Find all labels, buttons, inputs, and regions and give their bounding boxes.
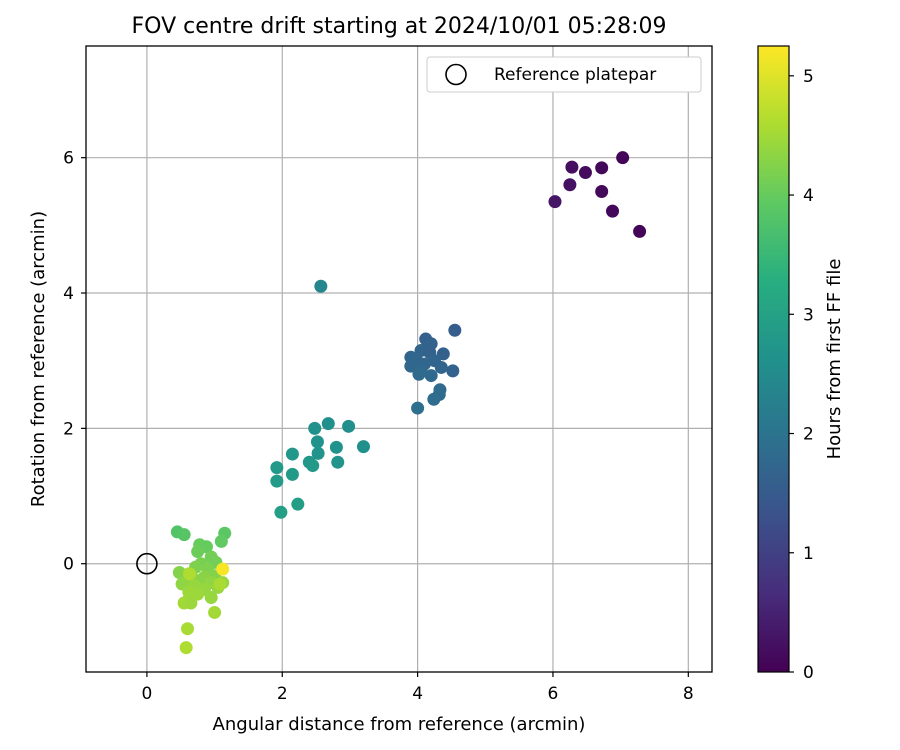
data-point bbox=[314, 279, 328, 293]
data-point bbox=[270, 474, 284, 488]
data-point bbox=[578, 166, 592, 180]
colorbar-ticks: 0 1 2 3 4 5 bbox=[789, 67, 814, 683]
data-point bbox=[181, 622, 195, 636]
colorbar-frame bbox=[757, 45, 790, 673]
data-point bbox=[213, 577, 227, 591]
data-point bbox=[285, 447, 299, 461]
y-axis-ticks: 0 2 4 6 bbox=[63, 149, 86, 575]
x-axis-label: Angular distance from reference (arcmin) bbox=[213, 714, 586, 735]
legend-box bbox=[426, 56, 702, 93]
data-point bbox=[311, 446, 325, 460]
data-point bbox=[310, 435, 324, 449]
colorbar-tick-label: 2 bbox=[803, 425, 814, 445]
legend-label: Reference platepar bbox=[494, 65, 656, 85]
data-point bbox=[183, 567, 197, 581]
x-tick-label: 2 bbox=[277, 684, 288, 704]
colorbar-tick-label: 1 bbox=[803, 544, 814, 564]
data-point bbox=[216, 562, 230, 576]
data-point bbox=[208, 605, 222, 619]
data-point bbox=[563, 178, 577, 192]
x-tick-label: 4 bbox=[412, 684, 423, 704]
legend: Reference platepar bbox=[426, 56, 702, 93]
data-point bbox=[291, 497, 305, 511]
data-point bbox=[321, 417, 335, 431]
data-point bbox=[616, 151, 630, 165]
data-point bbox=[595, 161, 609, 175]
colorbar-gradient bbox=[758, 46, 789, 672]
data-point bbox=[548, 195, 562, 209]
data-point bbox=[446, 364, 460, 378]
y-axis-label: Rotation from reference (arcmin) bbox=[28, 211, 49, 507]
x-axis-ticks: 0 2 4 6 8 bbox=[141, 672, 694, 704]
colorbar-label: Hours from first FF file bbox=[824, 259, 845, 460]
data-point bbox=[191, 587, 205, 601]
x-tick-label: 8 bbox=[683, 684, 694, 704]
x-tick-label: 0 bbox=[141, 684, 152, 704]
data-point bbox=[179, 641, 193, 655]
data-point bbox=[424, 369, 438, 383]
data-point bbox=[434, 360, 448, 374]
colorbar-tick-label: 5 bbox=[803, 67, 814, 87]
legend-marker bbox=[445, 63, 467, 86]
data-point bbox=[308, 421, 322, 435]
data-point bbox=[274, 505, 288, 519]
data-point bbox=[285, 467, 299, 481]
chart-title: FOV centre drift starting at 2024/10/01 … bbox=[132, 14, 667, 39]
data-point bbox=[214, 534, 228, 548]
reference-marker bbox=[136, 552, 158, 575]
data-point bbox=[331, 455, 345, 469]
data-point bbox=[606, 204, 620, 218]
y-tick-label: 0 bbox=[63, 555, 74, 575]
colorbar: 0 1 2 3 4 5 Hours from first FF file bbox=[757, 45, 845, 683]
data-point bbox=[342, 419, 356, 433]
data-point bbox=[565, 160, 579, 174]
data-point bbox=[306, 459, 320, 473]
data-point bbox=[595, 185, 609, 199]
data-point bbox=[329, 440, 343, 454]
colorbar-tick-label: 4 bbox=[803, 186, 814, 206]
data-point bbox=[412, 367, 426, 381]
data-point bbox=[633, 224, 647, 238]
y-tick-label: 6 bbox=[63, 149, 74, 169]
data-point bbox=[270, 461, 284, 475]
y-tick-label: 2 bbox=[63, 419, 74, 439]
data-point bbox=[204, 591, 218, 605]
plot-frame bbox=[85, 45, 713, 673]
colorbar-tick-label: 0 bbox=[803, 663, 814, 683]
data-point bbox=[356, 440, 370, 454]
data-points bbox=[170, 151, 647, 655]
data-point bbox=[404, 359, 418, 373]
data-point bbox=[411, 401, 425, 415]
y-tick-label: 4 bbox=[63, 284, 74, 304]
data-point bbox=[448, 323, 462, 337]
data-point bbox=[172, 566, 186, 580]
data-point bbox=[427, 392, 441, 406]
data-point bbox=[184, 596, 198, 610]
data-point bbox=[177, 528, 191, 542]
data-point bbox=[436, 347, 450, 361]
data-point bbox=[191, 545, 205, 559]
x-tick-label: 6 bbox=[548, 684, 559, 704]
colorbar-tick-label: 3 bbox=[803, 305, 814, 325]
